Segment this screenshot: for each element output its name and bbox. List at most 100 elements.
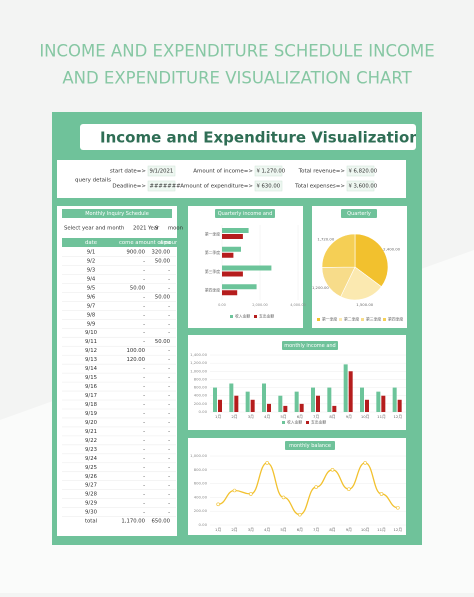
data-label: 1,500.00 [356,302,373,307]
table-cell: - [143,411,145,417]
table-cell: 9/7 [87,303,96,309]
table-cell: 9/14 [85,366,98,372]
table-cell: 9/18 [85,402,98,408]
table-cell: 900.00 [126,250,145,256]
legend-label: 收入金额 [235,314,250,319]
bar [376,391,381,412]
legend-label: 第三季度 [366,317,381,322]
y-tick-label: 第一季度 [205,231,220,236]
title-pill [282,341,338,350]
table-cell: - [143,483,145,489]
bar [332,405,337,412]
bar [327,387,332,412]
table-cell: - [143,474,145,480]
table-cell: - [168,465,170,471]
table-cell: - [143,276,145,282]
table-cell: - [143,384,145,390]
point [363,461,367,465]
table-cell: 9/9 [87,321,96,327]
y-tick-label: 1,200.00 [190,360,207,365]
table-cell: - [143,294,145,300]
table-cell: - [143,492,145,498]
legend-swatch [361,318,364,321]
table-header [62,238,177,247]
table-cell: - [143,303,145,309]
total-cell: 1,170.00 [121,519,145,525]
table-cell: 9/15 [85,375,97,381]
y-tick-label: 0.00 [199,409,208,414]
legend-swatch [339,318,342,321]
table-cell: 9/22 [85,438,97,444]
chart-box [188,335,406,430]
query-item-value: 9/1/2021 [150,169,174,175]
bar [222,290,238,296]
bar [294,391,299,412]
x-tick-label: 3月 [248,414,254,419]
bar [311,387,315,412]
bar [222,284,257,290]
table-cell: - [168,510,170,516]
table-cell: 9/10 [85,330,98,336]
x-tick-label: 4月 [264,414,270,419]
table: date come amount of paamount of pa 9/1 900.… [62,238,196,525]
table-cell: 9/12 [85,348,97,354]
point [396,505,400,510]
table-cell: - [168,456,170,462]
table-cell: - [168,267,170,273]
table-cell: 320.00 [151,250,170,256]
table-cell: - [168,276,170,282]
point [330,467,335,472]
x-tick-label: 7月 [313,527,319,532]
table-cell: - [168,321,170,327]
table-cell: - [143,510,145,516]
x-tick-label: 2月 [231,414,237,419]
legend-swatch [254,315,257,318]
y-tick-label: 第二季度 [205,250,220,255]
data-label: 2,400.00 [383,247,400,252]
legend-label: 第四季度 [388,317,403,322]
table-cell: - [143,402,145,408]
banner-title: Income and Expenditure Visualization Cha [100,129,457,147]
title-pill [215,209,275,218]
legend-label: 第二季度 [344,317,359,322]
point [314,485,318,489]
selector-text: Select year and month [64,226,124,232]
page-title: INCOME AND EXPENDITURE SCHEDULE INCOME [39,42,434,61]
point [379,492,384,496]
table-cell: - [168,330,170,336]
x-tick-label: 4,000.00 [290,303,306,307]
table-cell: - [168,429,170,435]
bar [267,403,271,412]
table-cell: - [143,267,145,273]
query-item-label: Deadline=> [112,184,146,190]
x-tick-label: 5月 [280,527,286,532]
line [218,462,398,516]
table-cell: 9/30 [85,510,98,516]
table-cell: - [143,393,145,399]
legend-swatch [306,421,309,424]
table-cell: 9/19 [85,411,97,417]
selector-text: 9 [155,226,158,232]
bar [222,252,234,258]
y-tick-label: 1,400.00 [190,352,207,357]
x-tick-label: 2月 [231,527,237,532]
legend-swatch [230,315,233,318]
x-tick-label: 3月 [248,527,254,532]
column-header: amount of pa [160,240,196,246]
query-item-value: ¥ 1,270.00 [257,169,286,175]
x-tick-label: 7月 [313,414,319,419]
table-cell: - [143,465,145,471]
legend-label: 收入金额 [287,420,302,425]
table-cell: 9/11 [85,339,97,345]
value-box [254,165,283,177]
x-tick-label: 10月 [361,527,370,532]
table-cell: - [143,366,145,372]
table-cell: - [168,501,170,507]
table-cell: 9/20 [85,420,98,426]
total-cell: total [85,519,97,525]
x-tick-label: 9月 [346,414,352,419]
y-tick-label: 0.00 [199,522,208,527]
chart-title: Quarterly [347,211,371,217]
value-box [147,180,176,192]
